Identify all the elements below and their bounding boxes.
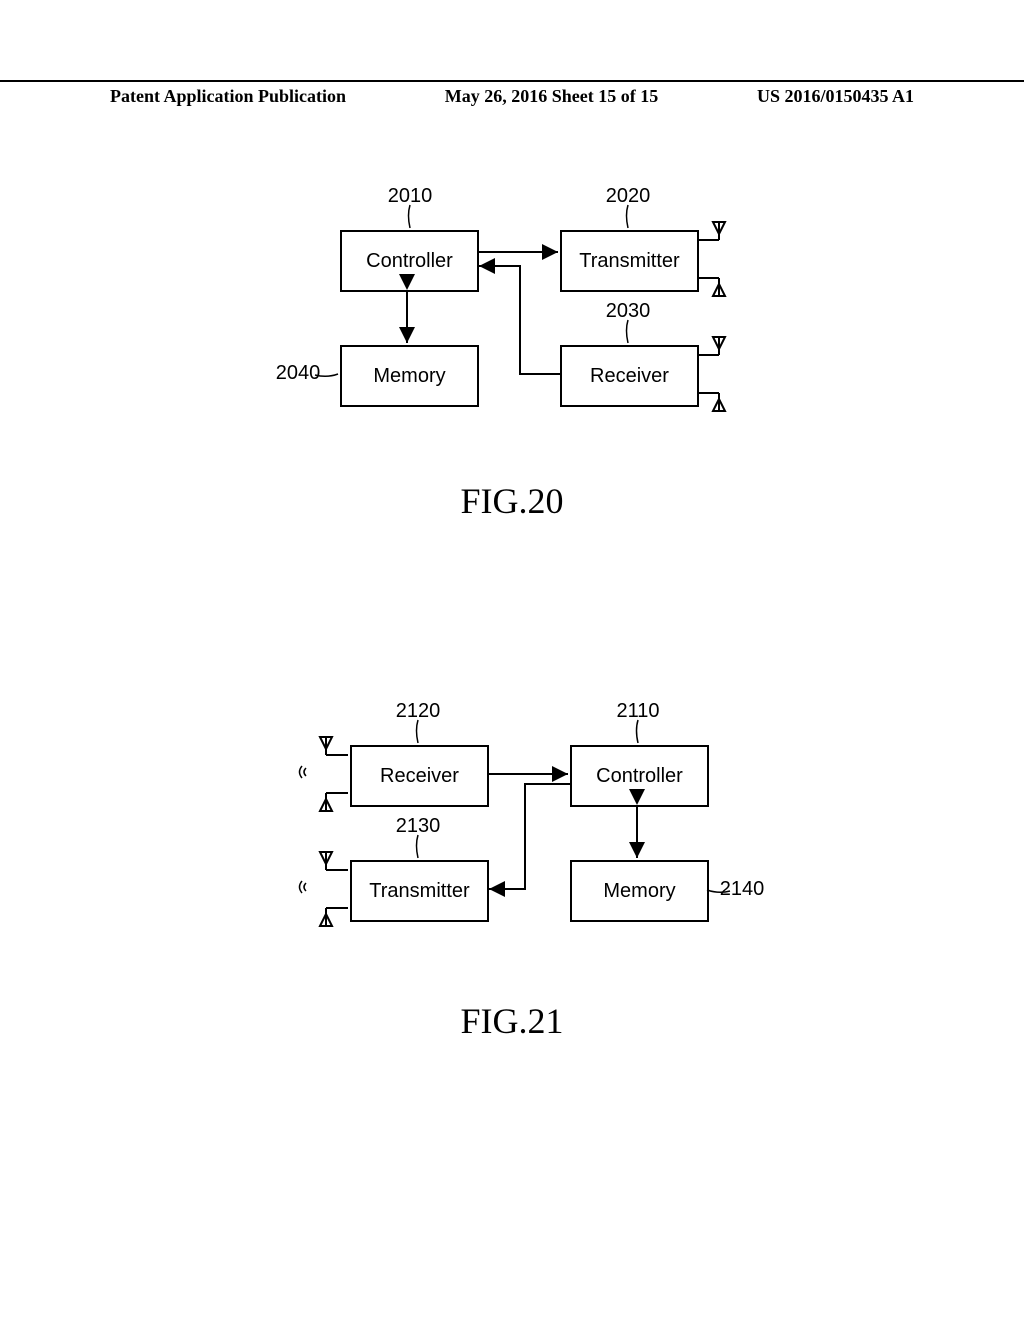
fig21-arrows xyxy=(0,0,1024,1100)
fig21-label: FIG.21 xyxy=(0,1000,1024,1042)
page: Patent Application Publication May 26, 2… xyxy=(0,0,1024,1320)
